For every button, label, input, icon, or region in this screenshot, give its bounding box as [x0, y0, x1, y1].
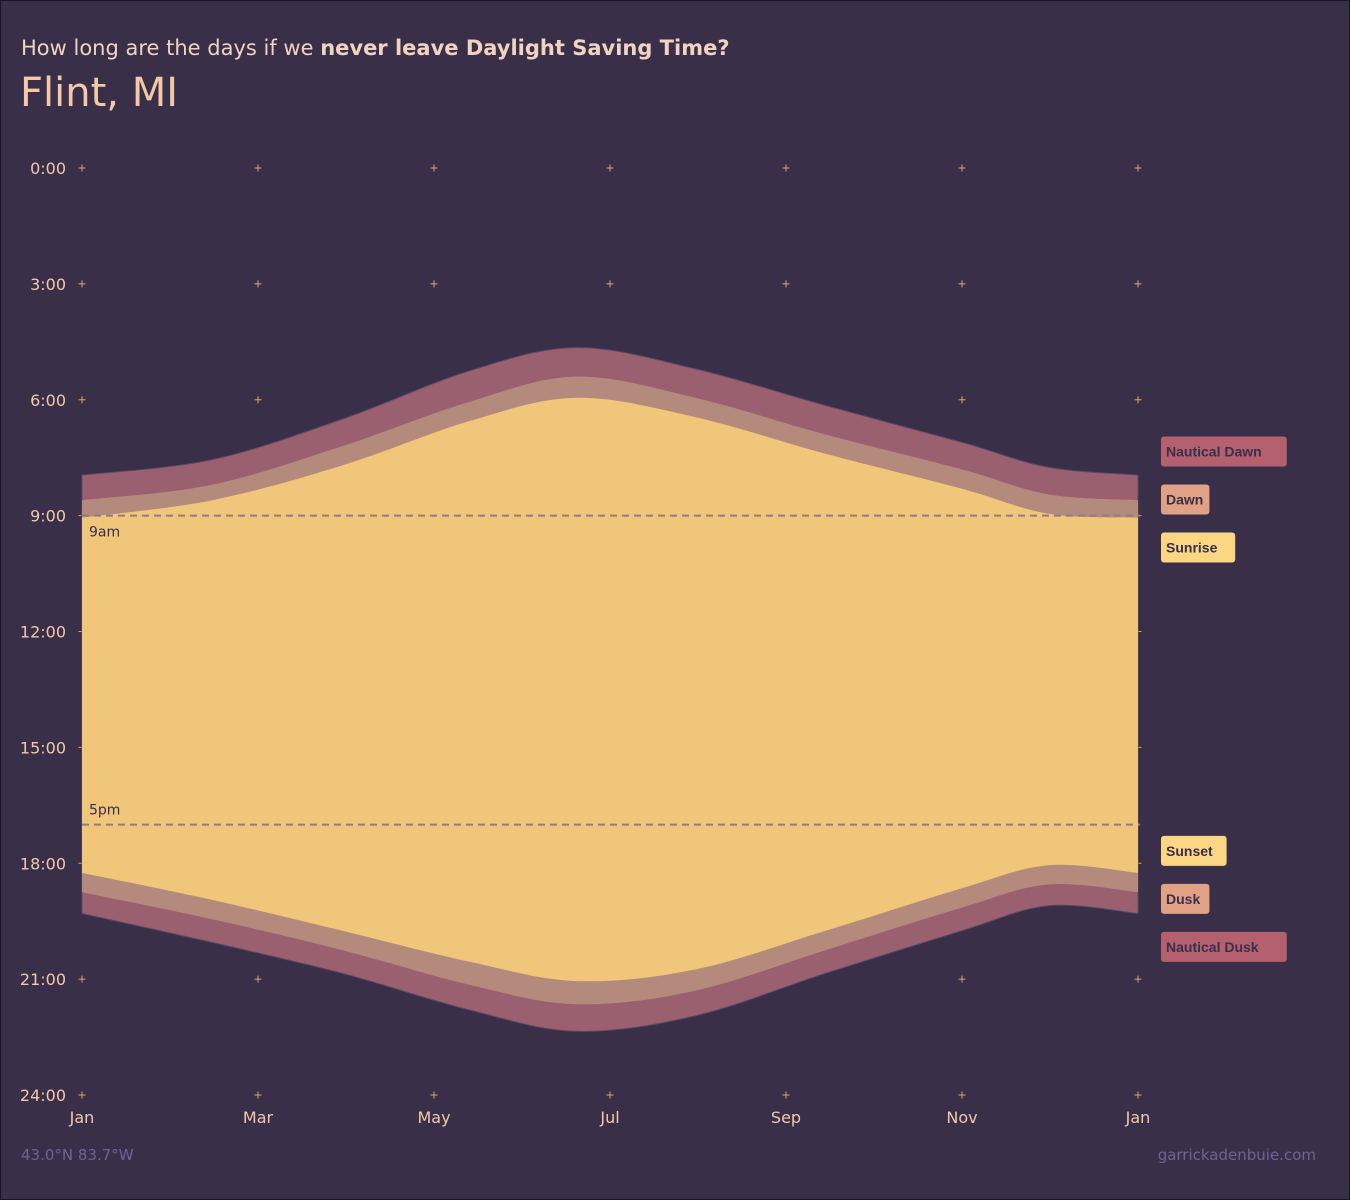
legend-label-text: Dawn [1166, 492, 1203, 508]
legend-label-sunrise: Sunrise [1161, 532, 1236, 563]
coordinates-label: 43.0°N 83.7°W [21, 1146, 134, 1164]
legend-label-box [1161, 931, 1287, 962]
legend-label-box [1161, 436, 1287, 467]
y-tick-label: 21:00 [20, 970, 66, 989]
legend-label-box [1161, 883, 1210, 914]
x-tick-label: Mar [243, 1108, 274, 1127]
grid-plus-marker [430, 1091, 438, 1099]
legend-label-nautical-dawn: Nautical Dawn [1161, 436, 1287, 467]
grid-plus-marker [430, 280, 438, 288]
legend-label-sunset: Sunset [1161, 835, 1227, 866]
x-tick-label: Sep [771, 1108, 801, 1127]
reference-label-5pm: 5pm [89, 803, 120, 819]
grid-plus-marker [430, 164, 438, 172]
subtitle-emphasis: never leave Daylight Saving Time? [320, 36, 730, 60]
grid-plus-marker [254, 975, 262, 983]
legend-label-text: Sunset [1166, 843, 1213, 859]
grid-plus-marker [782, 164, 790, 172]
grid-plus-marker [958, 280, 966, 288]
daylight-band [82, 397, 1138, 982]
grid-plus-marker [606, 1091, 614, 1099]
x-tick-label: Jul [599, 1108, 619, 1127]
grid-plus-marker [606, 164, 614, 172]
legend-label-text: Nautical Dusk [1166, 939, 1259, 955]
grid-plus-marker [78, 1091, 86, 1099]
y-tick-label: 0:00 [30, 159, 66, 178]
grid-plus-marker [958, 975, 966, 983]
y-tick-label: 18:00 [20, 854, 66, 873]
x-tick-label: Jan [1125, 1108, 1151, 1127]
y-tick-label: 24:00 [20, 1086, 66, 1105]
y-tick-label: 9:00 [30, 507, 66, 526]
grid-plus-marker [1134, 396, 1142, 404]
y-tick-label: 12:00 [20, 623, 66, 642]
credit-label: garrickadenbuie.com [1157, 1146, 1316, 1164]
legend-label-box [1161, 835, 1227, 866]
grid-plus-marker [254, 280, 262, 288]
y-tick-label: 15:00 [20, 738, 66, 757]
subtitle-prefix: How long are the days if we [21, 36, 321, 60]
x-tick-label: May [417, 1108, 450, 1127]
chart-subtitle: How long are the days if we never leave … [21, 36, 730, 60]
grid-plus-marker [78, 975, 86, 983]
legend-label-text: Sunrise [1166, 540, 1218, 556]
y-tick-label: 3:00 [30, 275, 66, 294]
grid-plus-marker [958, 1091, 966, 1099]
reference-label-9am: 9am [89, 525, 120, 541]
x-tick-label: Jan [69, 1108, 95, 1127]
legend-label-dawn: Dawn [1161, 484, 1210, 515]
x-tick-label: Nov [946, 1108, 977, 1127]
legend-label-dusk: Dusk [1161, 883, 1210, 914]
y-tick-label: 6:00 [30, 391, 66, 410]
grid-plus-marker [958, 396, 966, 404]
grid-plus-marker [1134, 975, 1142, 983]
grid-plus-marker [606, 280, 614, 288]
grid-plus-marker [254, 164, 262, 172]
location-title: Flint, MI [20, 70, 179, 116]
grid-plus-marker [254, 396, 262, 404]
grid-plus-marker [958, 164, 966, 172]
grid-plus-marker [78, 280, 86, 288]
legend-label-text: Nautical Dawn [1166, 444, 1262, 460]
legend-label-box [1161, 532, 1236, 563]
grid-plus-marker [78, 164, 86, 172]
grid-plus-marker [254, 1091, 262, 1099]
legend-label-nautical-dusk: Nautical Dusk [1161, 931, 1287, 962]
legend-label-text: Dusk [1166, 891, 1200, 907]
grid-plus-marker [782, 1091, 790, 1099]
grid-plus-marker [1134, 1091, 1142, 1099]
grid-plus-marker [782, 280, 790, 288]
grid-plus-marker [78, 396, 86, 404]
grid-plus-marker [1134, 280, 1142, 288]
grid-plus-marker [1134, 164, 1142, 172]
legend-label-box [1161, 484, 1210, 515]
